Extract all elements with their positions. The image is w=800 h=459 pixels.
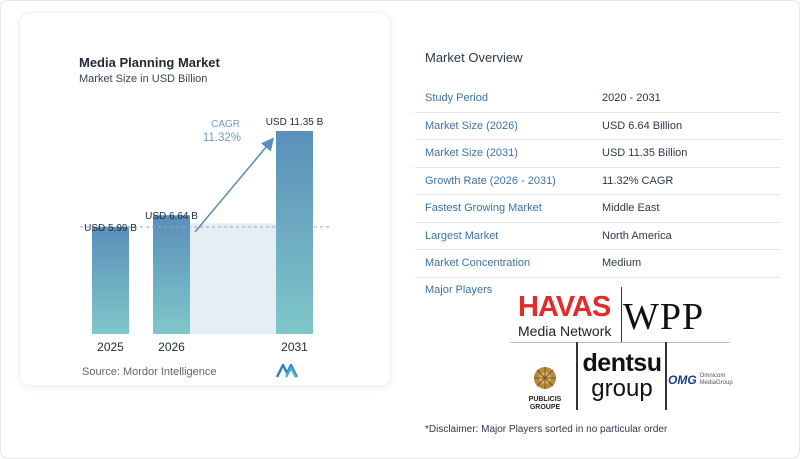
overview-row: Largest Market North America [415,223,780,250]
disclaimer-text: *Disclaimer: Major Players sorted in no … [425,424,668,435]
omg-subtitle: Omnicom MediaGroup [700,373,733,387]
publicis-subtitle: GROUPE [529,404,561,411]
overview-label: Study Period [425,92,488,105]
havas-subtitle: Media Network [518,323,612,339]
chart-title: Media Planning Market [79,55,220,70]
overview-value: 2020 - 2031 [602,92,661,105]
overview-value: USD 6.64 Billion [602,119,683,132]
publicis-wordmark: PUBLICIS [528,396,562,403]
publicis-lion-icon [534,367,556,389]
overview-value: North America [602,229,672,242]
bar-chart: USD 5.99 B USD 6.64 B USD 11.35 B 2025 2026 2… [80,117,330,354]
overview-label: Market Size (2026) [425,119,518,132]
omg-sub-line: MediaGroup [699,380,733,386]
overview-row: Fastest Growing Market Middle East [415,195,780,223]
publicis-logo: PUBLICIS GROUPE [520,365,570,412]
omnicom-logo: OMG Omnicom MediaGroup [668,373,733,387]
overview-row: Market Size (2026) USD 6.64 Billion [415,113,780,140]
cagr-arrow [194,137,275,233]
tick-label: 2025 [97,340,124,354]
overview-row: Study Period 2020 - 2031 [415,85,780,113]
overview-label: Largest Market [425,229,499,242]
logo-divider [576,342,578,410]
logo-divider [510,342,730,343]
bar [276,131,313,334]
overview-table: Study Period 2020 - 2031 Market Size (20… [415,85,780,278]
overview-title: Market Overview [425,50,523,65]
wpp-logo: WPP [623,296,705,338]
omg-sub-line: Omnicom [699,373,726,379]
overview-value: Medium [602,257,642,270]
overview-label: Market Concentration [425,257,531,270]
tick-label: 2031 [281,340,308,354]
overview-row: Market Concentration Medium [415,250,780,278]
data-label: USD 6.64 B [145,211,198,222]
shaded-region [190,223,276,334]
major-players-label: Major Players [425,284,493,296]
logo-divider [665,342,667,410]
overview-value: Middle East [602,202,660,215]
havas-logo: HAVAS Media Network [518,293,623,339]
overview-value: USD 11.35 Billion [602,147,688,160]
dentsu-group-text: group [591,375,653,402]
data-label: USD 5.99 B [84,223,137,234]
overview-label: Market Size (2031) [425,147,518,160]
player-logos: HAVAS Media Network WPP PUBLICIS GROUPE … [510,287,733,412]
cagr-value: 11.32% [203,132,241,144]
mordor-logo-icon [276,364,299,378]
bar [92,226,129,334]
logo-divider [621,287,622,342]
bar [153,215,190,334]
cagr-label: CAGR [211,119,240,130]
overview-label: Growth Rate (2026 - 2031) [425,174,556,187]
dentsu-wordmark: dentsu [582,349,662,377]
omg-wordmark: OMG [668,373,697,387]
source-text: Source: Mordor Intelligence [82,366,217,378]
overview-row: Market Size (2031) USD 11.35 Billion [415,140,780,168]
overview-label: Fastest Growing Market [425,202,542,215]
overview-value: 11.32% CAGR [602,174,674,187]
overview-row: Growth Rate (2026 - 2031) 11.32% CAGR [415,168,780,195]
havas-wordmark: HAVAS [518,291,611,323]
data-label: USD 11.35 B [266,117,324,128]
chart-subtitle: Market Size in USD Billion [79,73,208,85]
tick-label: 2026 [158,340,185,354]
dentsu-logo: dentsu group [579,350,665,402]
